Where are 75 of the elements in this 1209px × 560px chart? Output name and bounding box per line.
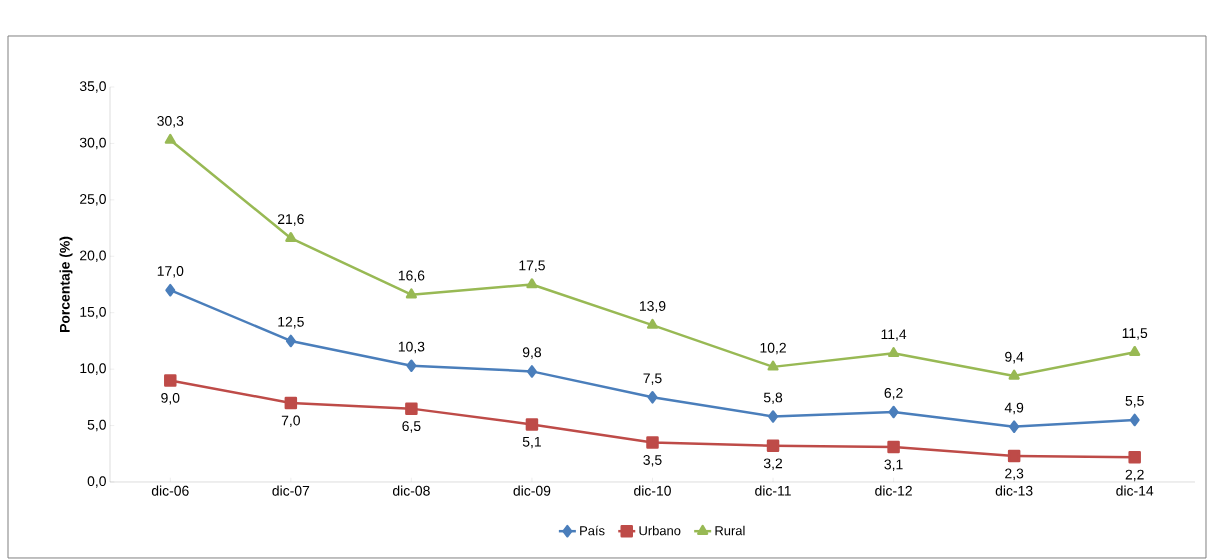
x-tick-label: dic-11: [755, 485, 791, 496]
data-label: 11,4: [881, 329, 907, 341]
point: [525, 418, 539, 431]
data-label: 30,3: [157, 115, 184, 128]
point: [646, 436, 659, 449]
point: [766, 439, 780, 453]
point: [1007, 449, 1021, 463]
data-label: 17,0: [157, 266, 184, 278]
data-label: 2,3: [1005, 468, 1024, 481]
legend-label: Rural: [715, 525, 745, 536]
x-tick-label: dic-06: [151, 485, 189, 496]
point: [1009, 420, 1020, 433]
data-label: 3,1: [884, 459, 903, 472]
y-tick-label: 20,0: [80, 250, 106, 263]
point: [768, 410, 779, 423]
point: [164, 133, 176, 144]
point: [165, 283, 176, 297]
x-tick-label: dic-07: [272, 485, 310, 496]
data-label: 6,2: [884, 387, 903, 400]
data-label: 9,4: [1005, 351, 1024, 364]
point: [888, 405, 899, 419]
point: [164, 374, 177, 387]
data-label: 7,0: [281, 415, 300, 428]
data-label: 12,5: [278, 316, 304, 329]
point: [406, 359, 417, 372]
y-tick-label: 10,0: [80, 363, 106, 375]
data-label: 6,5: [402, 421, 421, 433]
data-label: 2,2: [1125, 469, 1144, 482]
point: [1129, 413, 1140, 427]
point: [646, 318, 659, 329]
point: [405, 288, 417, 299]
data-label: 5,1: [522, 436, 541, 449]
x-tick-label: dic-12: [875, 485, 912, 496]
legend-label: Urbano: [639, 525, 681, 536]
legend-label: País: [580, 525, 605, 536]
y-tick-label: 15,0: [80, 306, 106, 319]
point: [284, 396, 298, 410]
y-tick-label: 35,0: [79, 81, 106, 93]
data-label: 10,2: [760, 342, 786, 355]
point: [405, 402, 418, 415]
point: [1008, 369, 1020, 380]
x-tick-label: dic-09: [513, 485, 551, 496]
data-label: 11,5: [1122, 328, 1148, 340]
y-tick-label: 0,0: [87, 476, 106, 488]
data-label: 9,8: [522, 347, 542, 359]
data-label: 4,9: [1004, 402, 1024, 415]
point: [888, 347, 900, 358]
data-label: 10,3: [398, 341, 425, 354]
point: [526, 365, 537, 378]
data-label: 21,6: [277, 214, 304, 226]
y-tick-label: 30,0: [79, 137, 106, 150]
y-axis-title: Porcentaje (%): [59, 236, 73, 332]
x-tick-label: dic-08: [392, 485, 430, 496]
point: [887, 440, 900, 454]
point: [767, 360, 779, 371]
data-label: 3,2: [763, 458, 783, 470]
point: [285, 231, 297, 242]
point: [285, 334, 296, 348]
x-tick-label: dic-14: [1116, 485, 1154, 496]
point: [526, 278, 538, 289]
point: [647, 391, 658, 404]
y-tick-label: 25,0: [80, 194, 106, 206]
point: [1129, 345, 1141, 356]
x-tick-label: dic-10: [634, 485, 671, 496]
data-label: 7,5: [643, 373, 662, 385]
data-label: 5,8: [763, 392, 783, 404]
data-label: 17,5: [519, 260, 545, 272]
x-tick-label: dic-13: [995, 485, 1033, 496]
data-label: 13,9: [639, 301, 666, 313]
data-label: 5,5: [1125, 396, 1144, 408]
point: [1128, 450, 1141, 464]
data-label: 3,5: [643, 454, 662, 467]
data-label: 16,6: [398, 270, 425, 283]
data-label: 9,0: [161, 392, 180, 405]
y-tick-label: 5,0: [87, 419, 106, 432]
